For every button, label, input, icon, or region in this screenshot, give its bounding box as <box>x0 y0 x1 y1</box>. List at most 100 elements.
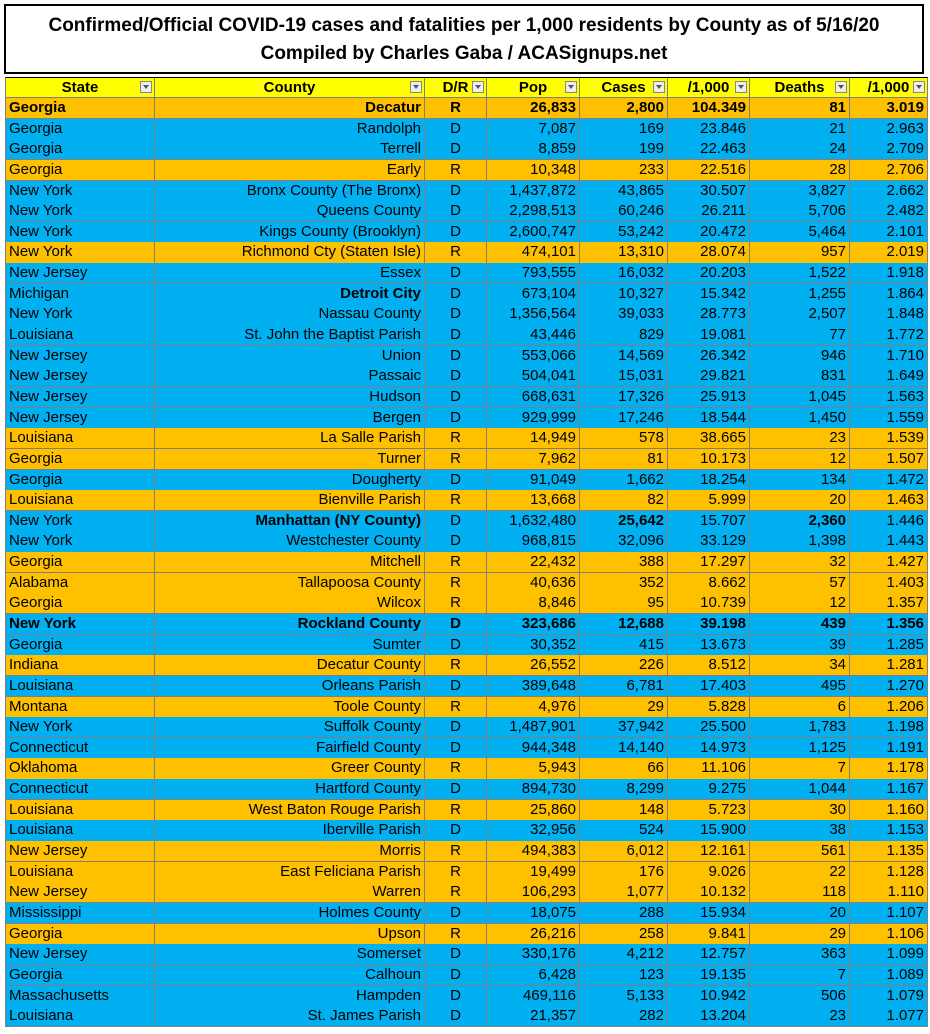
table-cell: 14.973 <box>668 737 750 759</box>
table-cell: Georgia <box>5 139 155 161</box>
table-cell: 22.463 <box>668 139 750 161</box>
table-cell: 352 <box>580 572 668 594</box>
table-cell: Tallapoosa County <box>155 572 425 594</box>
table-cell: 8,299 <box>580 779 668 801</box>
table-cell: East Feliciana Parish <box>155 861 425 883</box>
table-cell: R <box>425 882 487 904</box>
table-cell: 14,140 <box>580 737 668 759</box>
table-cell: 18.254 <box>668 469 750 491</box>
table-cell: Bienville Parish <box>155 490 425 512</box>
table-cell: New York <box>5 242 155 264</box>
table-cell: 12.161 <box>668 841 750 863</box>
table-cell: R <box>425 98 487 120</box>
table-cell: 1.153 <box>850 820 928 842</box>
filter-button[interactable] <box>472 81 484 93</box>
table-cell: 13,310 <box>580 242 668 264</box>
table-cell: 439 <box>750 614 850 636</box>
table-cell: Georgia <box>5 469 155 491</box>
table-cell: 20 <box>750 490 850 512</box>
filter-button[interactable] <box>653 81 665 93</box>
table-cell: 10.173 <box>668 448 750 470</box>
table-cell: Union <box>155 345 425 367</box>
table-cell: St. James Parish <box>155 1006 425 1028</box>
table-cell: D <box>425 737 487 759</box>
table-cell: 148 <box>580 799 668 821</box>
table-cell: Georgia <box>5 98 155 120</box>
table-cell: 8.512 <box>668 655 750 677</box>
table-cell: 10.739 <box>668 593 750 615</box>
table-cell: 1.446 <box>850 510 928 532</box>
title: Confirmed/Official COVID-19 cases and fa… <box>48 15 880 36</box>
table-cell: 34 <box>750 655 850 677</box>
table-cell: D <box>425 221 487 243</box>
table-cell: R <box>425 448 487 470</box>
table-cell: 415 <box>580 634 668 656</box>
table-cell: 81 <box>750 98 850 120</box>
table-cell: 1.079 <box>850 985 928 1007</box>
table-cell: Turner <box>155 448 425 470</box>
table-cell: 504,041 <box>487 366 580 388</box>
table-cell: 6,012 <box>580 841 668 863</box>
table-cell: 1,125 <box>750 737 850 759</box>
table-cell: 2.706 <box>850 159 928 182</box>
table-cell: 8,846 <box>487 593 580 615</box>
filter-button[interactable] <box>835 81 847 93</box>
column-header: Pop <box>487 77 580 98</box>
filter-button[interactable] <box>410 81 422 93</box>
table-cell: 1.198 <box>850 717 928 739</box>
filter-button[interactable] <box>140 81 152 93</box>
table-cell: Mitchell <box>155 552 425 574</box>
table-cell: 578 <box>580 428 668 450</box>
table-cell: Oklahoma <box>5 758 155 780</box>
table-cell: Hampden <box>155 985 425 1007</box>
table-cell: 24 <box>750 139 850 161</box>
table-cell: Louisiana <box>5 325 155 347</box>
table-cell: New Jersey <box>5 345 155 367</box>
table-cell: 11.106 <box>668 758 750 780</box>
table-cell: D <box>425 180 487 202</box>
table-cell: Rockland County <box>155 614 425 636</box>
table-cell: 668,631 <box>487 386 580 409</box>
table-cell: Georgia <box>5 964 155 986</box>
table-cell: New York <box>5 221 155 243</box>
table-cell: Louisiana <box>5 490 155 512</box>
table-cell: 28.773 <box>668 304 750 326</box>
table-cell: D <box>425 118 487 140</box>
table-cell: 1.270 <box>850 675 928 698</box>
table-cell: 1.089 <box>850 964 928 986</box>
table-cell: 12 <box>750 593 850 615</box>
table-cell: 39 <box>750 634 850 656</box>
table-cell: D <box>425 779 487 801</box>
table-cell: 15.934 <box>668 902 750 925</box>
table-cell: Queens County <box>155 201 425 223</box>
table-cell: 26,833 <box>487 98 580 120</box>
table-cell: 3,827 <box>750 180 850 202</box>
table-cell: 29 <box>750 923 850 945</box>
table-cell: D <box>425 263 487 285</box>
table-cell: 12 <box>750 448 850 470</box>
table-cell: 2.709 <box>850 139 928 161</box>
table-cell: 17.403 <box>668 675 750 698</box>
table-cell: 13.204 <box>668 1006 750 1028</box>
table-cell: 20.203 <box>668 263 750 285</box>
table-cell: 1,437,872 <box>487 180 580 202</box>
table-cell: 330,176 <box>487 944 580 966</box>
table-cell: Manhattan (NY County) <box>155 510 425 532</box>
table-cell: 32 <box>750 552 850 574</box>
filter-button[interactable] <box>565 81 577 93</box>
table-cell: Georgia <box>5 159 155 182</box>
table-cell: Kings County (Brooklyn) <box>155 221 425 243</box>
table-cell: 40,636 <box>487 572 580 594</box>
table-cell: 1.135 <box>850 841 928 863</box>
table-cell: New York <box>5 201 155 223</box>
table-cell: 673,104 <box>487 283 580 305</box>
table-cell: 2,507 <box>750 304 850 326</box>
table-cell: 38 <box>750 820 850 842</box>
table-cell: 14,949 <box>487 428 580 450</box>
table-cell: 8,859 <box>487 139 580 161</box>
table-cell: 1.463 <box>850 490 928 512</box>
filter-button[interactable] <box>735 81 747 93</box>
table-cell: Georgia <box>5 552 155 574</box>
table-cell: D <box>425 201 487 223</box>
filter-button[interactable] <box>913 81 925 93</box>
